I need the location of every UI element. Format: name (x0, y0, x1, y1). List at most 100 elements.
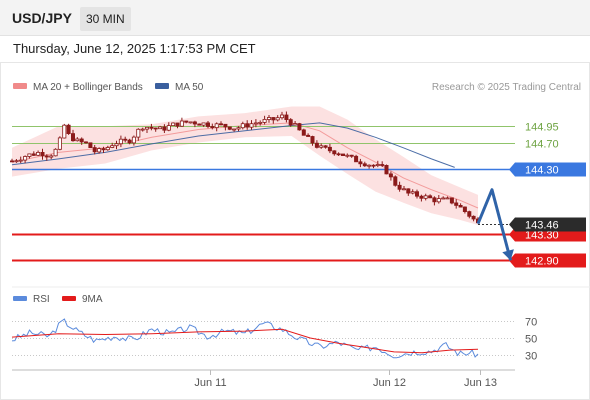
projection-arrow-head (502, 249, 514, 261)
candle-body-up (436, 198, 441, 203)
candle-body-up (27, 153, 32, 157)
candle-body-up (97, 148, 102, 153)
candle (332, 150, 337, 156)
candle (84, 141, 89, 144)
candle-body-down (184, 120, 189, 123)
candle-body-up (140, 128, 145, 131)
candle-body-up (18, 159, 23, 162)
ma50-legend-label: MA 50 (175, 82, 204, 93)
candle-body-up (49, 155, 54, 158)
last-price-tag-arrow (509, 217, 515, 232)
candle-body-up (441, 197, 446, 200)
candle (262, 115, 267, 125)
candle-body-up (232, 128, 237, 131)
candle (18, 156, 23, 164)
candle-body-up (345, 154, 350, 157)
candle (354, 154, 359, 163)
candle (279, 111, 284, 120)
candle-body-up (240, 123, 245, 129)
candle-body-up (188, 121, 193, 124)
candle-body-up (131, 136, 136, 144)
candle (410, 189, 415, 195)
candle-body-down (449, 197, 454, 204)
candle (414, 189, 419, 199)
candle-body-down (471, 215, 476, 220)
candle-body-up (114, 143, 119, 147)
level-label-142.90: 142.90 (525, 256, 559, 268)
candle (97, 147, 102, 154)
level-label-144.70: 144.70 (525, 139, 559, 151)
last-price-label: 143.46 (525, 220, 559, 232)
candle (179, 117, 184, 127)
candle (340, 153, 345, 157)
candle-body-down (384, 164, 389, 175)
candle (323, 145, 328, 149)
candle (205, 121, 210, 129)
candle-body-up (110, 145, 115, 148)
candle (158, 125, 163, 130)
chart-header: USD/JPY 30 MIN (0, 0, 590, 36)
candle-body-down (9, 160, 14, 163)
candle-body-up (14, 160, 19, 163)
candle-body-up (118, 138, 123, 145)
candle-body-down (101, 148, 106, 151)
ma50-legend-swatch (155, 83, 169, 89)
rsi-tick-70: 70 (525, 317, 537, 329)
rsi-legend-label: RSI (33, 294, 50, 305)
candle (249, 120, 254, 130)
candle (467, 210, 472, 219)
candle (144, 126, 149, 133)
candle-body-down (149, 126, 154, 129)
candle-body-down (79, 138, 84, 143)
candle-body-up (367, 164, 372, 167)
candle-body-up (249, 123, 254, 128)
candle-body-up (279, 114, 284, 119)
candle (367, 164, 372, 169)
level-tag-arrow-143.30 (509, 227, 515, 242)
candle (458, 203, 463, 208)
candle (232, 128, 237, 132)
candle (153, 127, 158, 132)
candle-body-down (414, 191, 419, 197)
candle-body-up (401, 188, 406, 191)
candle (149, 123, 154, 131)
candle (166, 122, 171, 132)
copyright-label: Research © 2025 Trading Central (432, 82, 581, 93)
rsi-tick-30: 30 (525, 351, 537, 363)
candle (449, 197, 454, 205)
candle (210, 123, 215, 130)
candle-body-up (423, 195, 428, 199)
rsi-line (11, 318, 479, 359)
candle-body-down (31, 153, 36, 156)
candle (236, 126, 241, 132)
candle (66, 123, 71, 135)
candle-body-down (218, 123, 223, 126)
candle (362, 161, 367, 167)
candle-body-down (354, 155, 359, 163)
candle (445, 196, 450, 200)
candle (53, 148, 58, 157)
x-tick-label: Jun 13 (464, 377, 497, 389)
candle-body-up (236, 127, 241, 130)
candle (293, 121, 298, 126)
candle-body-up (57, 137, 62, 150)
candle (393, 175, 398, 187)
candle (184, 120, 189, 124)
level-label-144.95: 144.95 (525, 122, 559, 134)
candle (253, 119, 258, 128)
timeframe-button[interactable]: 30 MIN (80, 7, 131, 31)
candle-body-down (175, 122, 180, 127)
candle (71, 129, 76, 142)
candle-body-down (192, 121, 197, 125)
candle (462, 206, 467, 214)
candle-body-down (323, 145, 328, 148)
candle-body-down (336, 153, 341, 156)
candle (336, 152, 341, 156)
candle (310, 135, 315, 146)
candle-body-up (53, 148, 58, 157)
candle (388, 171, 393, 181)
candle (471, 215, 476, 222)
candle (136, 128, 141, 141)
candle-body-up (293, 123, 298, 126)
